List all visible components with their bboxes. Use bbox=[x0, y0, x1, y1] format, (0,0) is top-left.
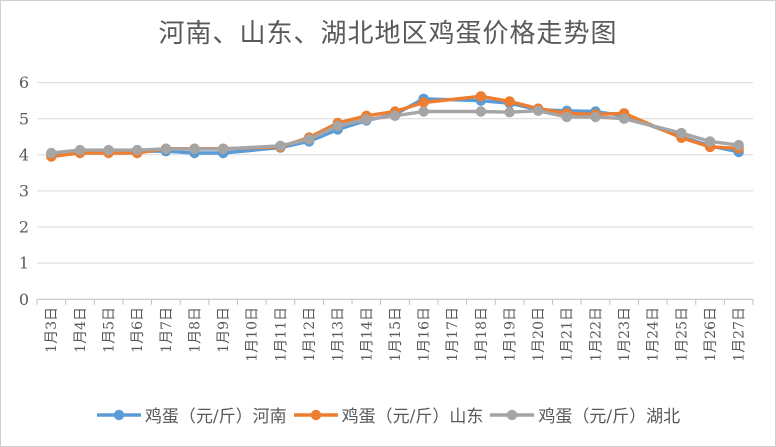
data-point-marker bbox=[561, 111, 572, 123]
data-point-marker bbox=[475, 91, 487, 102]
x-axis-label: 1月10日 bbox=[245, 307, 261, 362]
data-point-marker bbox=[418, 97, 429, 108]
legend-label: 鸡蛋（元/斤）河南 bbox=[144, 407, 287, 427]
x-axis-label: 1月3日 bbox=[44, 307, 60, 353]
x-axis-label: 1月25日 bbox=[674, 307, 690, 362]
data-point-marker bbox=[361, 114, 372, 125]
data-point-marker bbox=[218, 143, 229, 155]
x-axis-label: 1月8日 bbox=[187, 307, 203, 353]
x-axis-label: 1月13日 bbox=[331, 307, 347, 362]
data-point-marker bbox=[46, 147, 57, 159]
y-axis-label: 5 bbox=[19, 109, 29, 128]
legend-line-marker-icon bbox=[293, 409, 338, 420]
data-point-marker bbox=[533, 105, 544, 117]
x-axis-label: 1月11日 bbox=[273, 307, 289, 362]
x-axis-label: 1月18日 bbox=[474, 307, 490, 362]
legend-line-marker-icon bbox=[490, 409, 535, 420]
x-axis-label: 1月6日 bbox=[130, 307, 146, 353]
data-point-marker bbox=[733, 139, 744, 151]
data-point-marker bbox=[160, 143, 172, 155]
y-axis-label: 2 bbox=[19, 218, 29, 237]
x-axis-label: 1月24日 bbox=[646, 307, 662, 362]
legend-item-hubei: 鸡蛋（元/斤）湖北 bbox=[489, 402, 680, 427]
x-axis-label: 1月15日 bbox=[388, 307, 404, 362]
y-axis-labels: 0 1 2 3 4 5 6 bbox=[19, 73, 29, 309]
data-point-marker bbox=[618, 113, 630, 124]
x-axis-label: 1月26日 bbox=[703, 307, 719, 362]
data-point-marker bbox=[275, 140, 286, 151]
x-axis-label: 1月20日 bbox=[531, 307, 547, 362]
x-axis-label: 1月27日 bbox=[732, 307, 748, 362]
x-axis-label: 1月4日 bbox=[73, 307, 89, 353]
x-axis-line bbox=[36, 298, 754, 305]
x-axis-label: 1月16日 bbox=[417, 307, 433, 362]
x-axis-label: 1月19日 bbox=[502, 307, 518, 362]
chart-title: 河南、山东、湖北地区鸡蛋价格走势图 bbox=[158, 19, 618, 49]
data-point-marker bbox=[475, 106, 487, 117]
data-point-marker bbox=[676, 127, 687, 139]
data-point-marker bbox=[332, 120, 343, 132]
x-axis-label: 1月5日 bbox=[101, 307, 117, 353]
x-axis-label: 1月21日 bbox=[560, 307, 576, 362]
y-axis-label: 3 bbox=[19, 182, 29, 201]
series-hubei bbox=[46, 105, 744, 159]
data-point-marker bbox=[132, 144, 143, 156]
data-point-marker bbox=[74, 144, 86, 156]
data-point-marker bbox=[504, 107, 515, 118]
y-axis-label: 6 bbox=[19, 73, 29, 92]
data-point-marker bbox=[590, 111, 601, 123]
x-axis-label: 1月23日 bbox=[617, 307, 633, 362]
x-axis-labels: 1月3日 1月4日 1月5日 1月6日 1月7日 1月8日 1月9日 1月10日 1月11日 1月… bbox=[44, 307, 747, 362]
legend-item-shandong: 鸡蛋（元/斤）山东 bbox=[293, 402, 484, 427]
gridlines bbox=[37, 82, 753, 264]
x-axis-label: 1月22日 bbox=[588, 307, 604, 362]
series-hubei-markers bbox=[46, 105, 744, 159]
data-point-marker bbox=[189, 143, 200, 155]
y-axis-label: 1 bbox=[19, 254, 29, 273]
data-point-marker bbox=[704, 136, 716, 147]
x-axis-label: 1月9日 bbox=[216, 307, 232, 353]
legend-item-henan: 鸡蛋（元/斤）河南 bbox=[96, 402, 287, 427]
data-point-marker bbox=[303, 134, 315, 145]
x-axis-label: 1月12日 bbox=[302, 307, 318, 362]
data-point-marker bbox=[418, 106, 429, 117]
legend: 鸡蛋（元/斤）河南 鸡蛋（元/斤）山东 鸡蛋（元/斤）湖北 bbox=[1, 402, 775, 427]
series-shandong-line bbox=[49, 94, 741, 159]
x-axis-label: 1月14日 bbox=[359, 307, 375, 362]
legend-line-marker-icon bbox=[96, 409, 141, 420]
series-hubei-line bbox=[49, 109, 741, 155]
y-axis-label: 4 bbox=[19, 145, 29, 164]
x-axis-label: 1月17日 bbox=[445, 307, 461, 362]
y-axis-label: 0 bbox=[19, 290, 29, 309]
data-point-marker bbox=[504, 96, 515, 107]
x-axis-label: 1月7日 bbox=[159, 307, 175, 353]
data-point-marker bbox=[389, 110, 401, 122]
legend-label: 鸡蛋（元/斤）湖北 bbox=[538, 407, 681, 427]
legend-label: 鸡蛋（元/斤）山东 bbox=[341, 407, 484, 427]
data-point-marker bbox=[103, 144, 114, 156]
